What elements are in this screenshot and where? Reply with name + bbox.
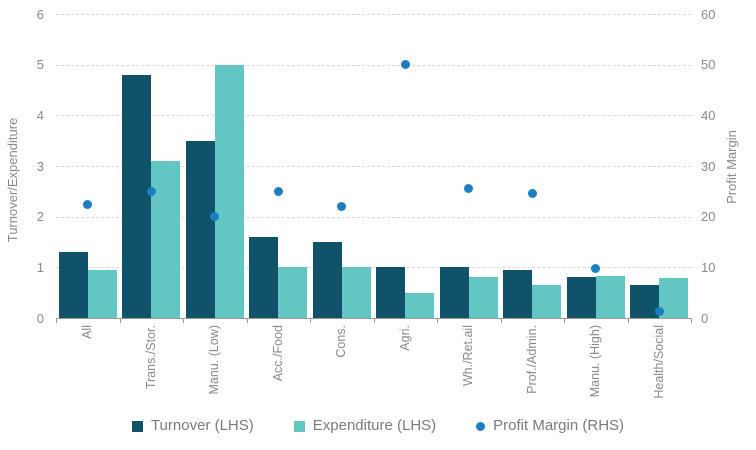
x-axis-tick-mark (183, 318, 184, 323)
gridline-2 (56, 216, 691, 218)
dot-profit-margin-rhs-agri (400, 60, 410, 70)
bar-expenditure-lhs-manu-high (595, 276, 625, 318)
dot-profit-margin-rhs-all (83, 199, 93, 209)
x-axis-tick-mark (310, 318, 311, 323)
dot-profit-margin-rhs-manu-high (591, 264, 601, 274)
left-axis-tick-2: 2 (36, 209, 44, 225)
bar-turnover-lhs-wh-ret-ail (439, 267, 469, 318)
x-label-all: All (80, 325, 95, 339)
right-axis-tick-20: 20 (701, 209, 716, 225)
bar-expenditure-lhs-trans-stor (151, 160, 181, 318)
x-label-manu-low: Manu. (Low) (207, 325, 222, 395)
right-axis-tick-30: 30 (701, 158, 716, 174)
bar-expenditure-lhs-agri (405, 292, 435, 318)
legend-square-swatch (293, 420, 305, 432)
right-axis-tick-60: 60 (701, 6, 716, 22)
bar-turnover-lhs-manu-high (566, 277, 596, 318)
right-axis-tick-10: 10 (701, 259, 716, 275)
gridline-3 (56, 166, 691, 167)
gridline-5 (56, 64, 691, 66)
gridline-6 (56, 14, 691, 15)
legend-label: Turnover (LHS) (150, 417, 254, 434)
legend-item-profit-margin-rhs[interactable]: Profit Margin (RHS) (476, 417, 624, 435)
bar-expenditure-lhs-all (87, 269, 117, 318)
bar-expenditure-lhs-manu-low (214, 64, 244, 318)
legend-label: Profit Margin (RHS) (493, 417, 625, 434)
dot-profit-margin-rhs-acc-food (273, 186, 283, 196)
x-axis-tick-mark (56, 318, 57, 323)
legend-item-expenditure-lhs[interactable]: Expenditure (LHS) (293, 417, 437, 435)
right-axis-tick-50: 50 (701, 57, 716, 73)
bar-turnover-lhs-acc-food (249, 236, 279, 318)
legend: Turnover (LHS) Expenditure (LHS) Profit Ma… (0, 417, 756, 435)
bar-turnover-lhs-trans-stor (122, 74, 152, 318)
x-axis-tick-mark (246, 318, 248, 323)
left-axis-tick-6: 6 (36, 6, 44, 22)
x-axis-tick-mark (437, 318, 438, 323)
legend-dot-swatch (476, 421, 486, 431)
legend-label: Expenditure (LHS) (312, 417, 437, 434)
left-axis-tick-3: 3 (36, 158, 44, 174)
bar-turnover-lhs-cons (312, 242, 342, 318)
x-axis-tick-mark (564, 318, 565, 323)
x-label-health-social: Health/Social (651, 325, 666, 399)
dot-profit-margin-rhs-health-social (654, 307, 664, 317)
dot-profit-margin-rhs-wh-ret-ail (464, 184, 474, 194)
bar-expenditure-lhs-health-social (659, 278, 689, 318)
x-axis-tick-mark (119, 318, 121, 323)
bar-turnover-lhs-health-social (630, 285, 660, 318)
bar-expenditure-lhs-acc-food (278, 267, 308, 318)
legend-item-turnover-lhs[interactable]: Turnover (LHS) (131, 417, 254, 435)
bar-expenditure-lhs-wh-ret-ail (468, 277, 498, 318)
x-label-wh-ret-ail: Wh./Ret.ail (461, 325, 476, 387)
left-axis-tick-1: 1 (36, 259, 44, 275)
x-axis-tick-mark (691, 318, 692, 323)
bar-turnover-lhs-all (58, 252, 88, 318)
x-axis-tick-mark (500, 318, 502, 323)
x-label-acc-food: Acc./Food (270, 325, 285, 382)
x-label-prof-admin: Prof./Admin. (524, 325, 539, 394)
dot-profit-margin-rhs-cons (337, 202, 347, 212)
dot-profit-margin-rhs-trans-stor (146, 186, 156, 196)
x-label-manu-high: Manu. (High) (588, 325, 603, 398)
left-axis-tick-4: 4 (36, 107, 44, 123)
bar-expenditure-lhs-cons (341, 267, 371, 318)
x-axis-tick-mark (627, 318, 629, 323)
x-label-agri: Agri. (397, 325, 412, 351)
left-axis-tick-5: 5 (36, 57, 44, 73)
x-axis-tick-mark (373, 318, 375, 323)
bar-turnover-lhs-agri (376, 267, 406, 318)
bar-expenditure-lhs-prof-admin (532, 285, 562, 318)
gridline-4 (56, 115, 691, 117)
bar-turnover-lhs-prof-admin (503, 269, 533, 318)
left-axis-tick-0: 0 (36, 310, 44, 326)
x-label-trans-stor: Trans./Stor. (143, 325, 158, 390)
legend-square-swatch (131, 420, 143, 432)
dot-profit-margin-rhs-prof-admin (527, 189, 537, 199)
right-axis-tick-40: 40 (701, 107, 716, 123)
gridline-1 (56, 267, 691, 269)
left-axis-title: Turnover/Expenditure (5, 117, 20, 243)
bar-turnover-lhs-manu-low (185, 140, 215, 318)
dot-profit-margin-rhs-manu-low (210, 212, 220, 222)
right-axis-tick-0: 0 (701, 310, 709, 326)
x-label-cons: Cons. (334, 325, 349, 358)
